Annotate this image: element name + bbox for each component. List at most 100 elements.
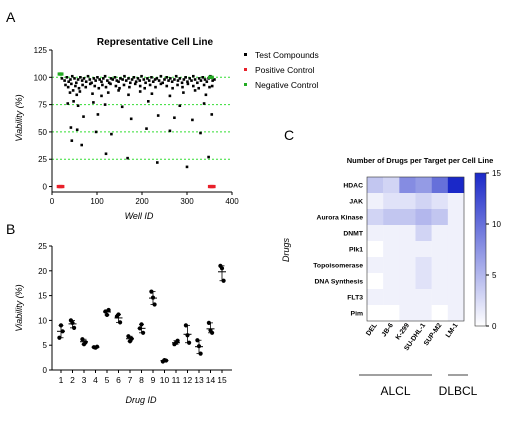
replicate-point [152, 302, 157, 307]
point-test [197, 77, 201, 80]
point-test [75, 128, 79, 132]
column-label: K-299 [395, 322, 411, 341]
y-tick-label: 125 [34, 46, 48, 55]
heatmap-cell [431, 289, 449, 306]
heatmap-cell [447, 177, 465, 194]
point-test [123, 74, 126, 78]
point-test [150, 76, 153, 79]
heatmap-cell [383, 257, 400, 274]
point-test [88, 78, 92, 81]
point-test [121, 78, 124, 81]
point-test [147, 79, 151, 82]
point-test [136, 77, 140, 80]
point-test [109, 82, 112, 86]
point-test [211, 79, 214, 82]
point-test [150, 92, 154, 95]
heatmap-cell [431, 257, 449, 274]
point-test [156, 114, 160, 117]
point-test [72, 100, 75, 103]
point-test [199, 131, 202, 135]
x-tick-label: 400 [225, 197, 239, 206]
point-test [151, 80, 155, 83]
point-test [110, 132, 113, 136]
point-test [71, 89, 75, 92]
point-test [156, 161, 159, 164]
point-test [60, 77, 64, 80]
heatmap-cell [367, 305, 384, 322]
point-test [63, 79, 66, 82]
heatmap-cell [367, 273, 384, 290]
point-test [165, 76, 169, 79]
point-test [111, 78, 115, 81]
heatmap-cell [383, 305, 400, 322]
point-test [66, 102, 70, 105]
colorbar-tick-label: 10 [492, 220, 501, 229]
scatter-points [56, 72, 216, 189]
point-test [74, 84, 77, 88]
point-test [84, 80, 88, 83]
point-test [64, 83, 67, 87]
point-test [205, 80, 209, 83]
heatmap-cell [447, 305, 465, 322]
group-label: ALCL [380, 384, 410, 398]
point-test [155, 77, 159, 80]
heatmap-cell [415, 241, 432, 258]
point-test [122, 83, 126, 87]
point-positive [212, 184, 216, 189]
point-test [213, 78, 216, 81]
panel-a-title: Representative Cell Line [97, 37, 214, 48]
y-tick-label: 25 [38, 155, 47, 164]
point-test [109, 77, 113, 80]
heatmap-cell [367, 241, 384, 258]
legend-marker-negative [244, 83, 247, 86]
point-test [65, 76, 69, 79]
heatmap-cell [399, 177, 416, 194]
y-tick-label: 0 [43, 183, 48, 192]
point-test [145, 127, 148, 130]
point-test [82, 77, 86, 80]
x-tick-label: 3 [82, 375, 87, 385]
point-test [96, 76, 99, 79]
point-test [173, 78, 176, 81]
x-tick-label: 11 [172, 375, 181, 385]
point-test [153, 78, 157, 81]
replicate-point [195, 338, 200, 343]
point-test [92, 77, 96, 80]
point-test [73, 77, 76, 80]
replicate-point [58, 323, 64, 328]
point-test [176, 79, 180, 82]
heatmap-cell [415, 177, 432, 194]
replicate-point [103, 309, 108, 314]
y-tick-label: 15 [38, 292, 47, 301]
point-test [142, 78, 146, 81]
heatmap-cell [431, 177, 449, 194]
y-tick-label: 100 [34, 73, 48, 82]
point-test [117, 80, 120, 83]
point-test [184, 76, 187, 79]
point-test [138, 79, 142, 82]
panel-b-letter: B [6, 221, 15, 237]
x-tick-label: 12 [183, 375, 193, 385]
heatmap-cell [415, 225, 432, 242]
point-test [118, 86, 121, 90]
point-test [208, 85, 211, 89]
point-test [178, 104, 182, 108]
point-test [104, 85, 108, 89]
axis-ticks: 0 100 200 300 400 0 25 50 75 100 125 [34, 46, 240, 206]
replicate-point [72, 325, 77, 330]
point-test [81, 83, 84, 87]
point-test [106, 79, 109, 82]
point-test [75, 81, 78, 85]
column-label: DEL [365, 322, 379, 337]
heatmap-cell [415, 209, 432, 226]
x-tick-label: 4 [93, 375, 98, 385]
point-test [159, 74, 163, 78]
replicate-point [206, 320, 211, 325]
replicate-point [196, 344, 202, 349]
point-test [193, 78, 197, 81]
point-test [103, 103, 107, 106]
point-test [129, 81, 132, 85]
heatmap-cell [383, 241, 400, 258]
point-test [120, 105, 124, 109]
point-test [113, 76, 117, 79]
